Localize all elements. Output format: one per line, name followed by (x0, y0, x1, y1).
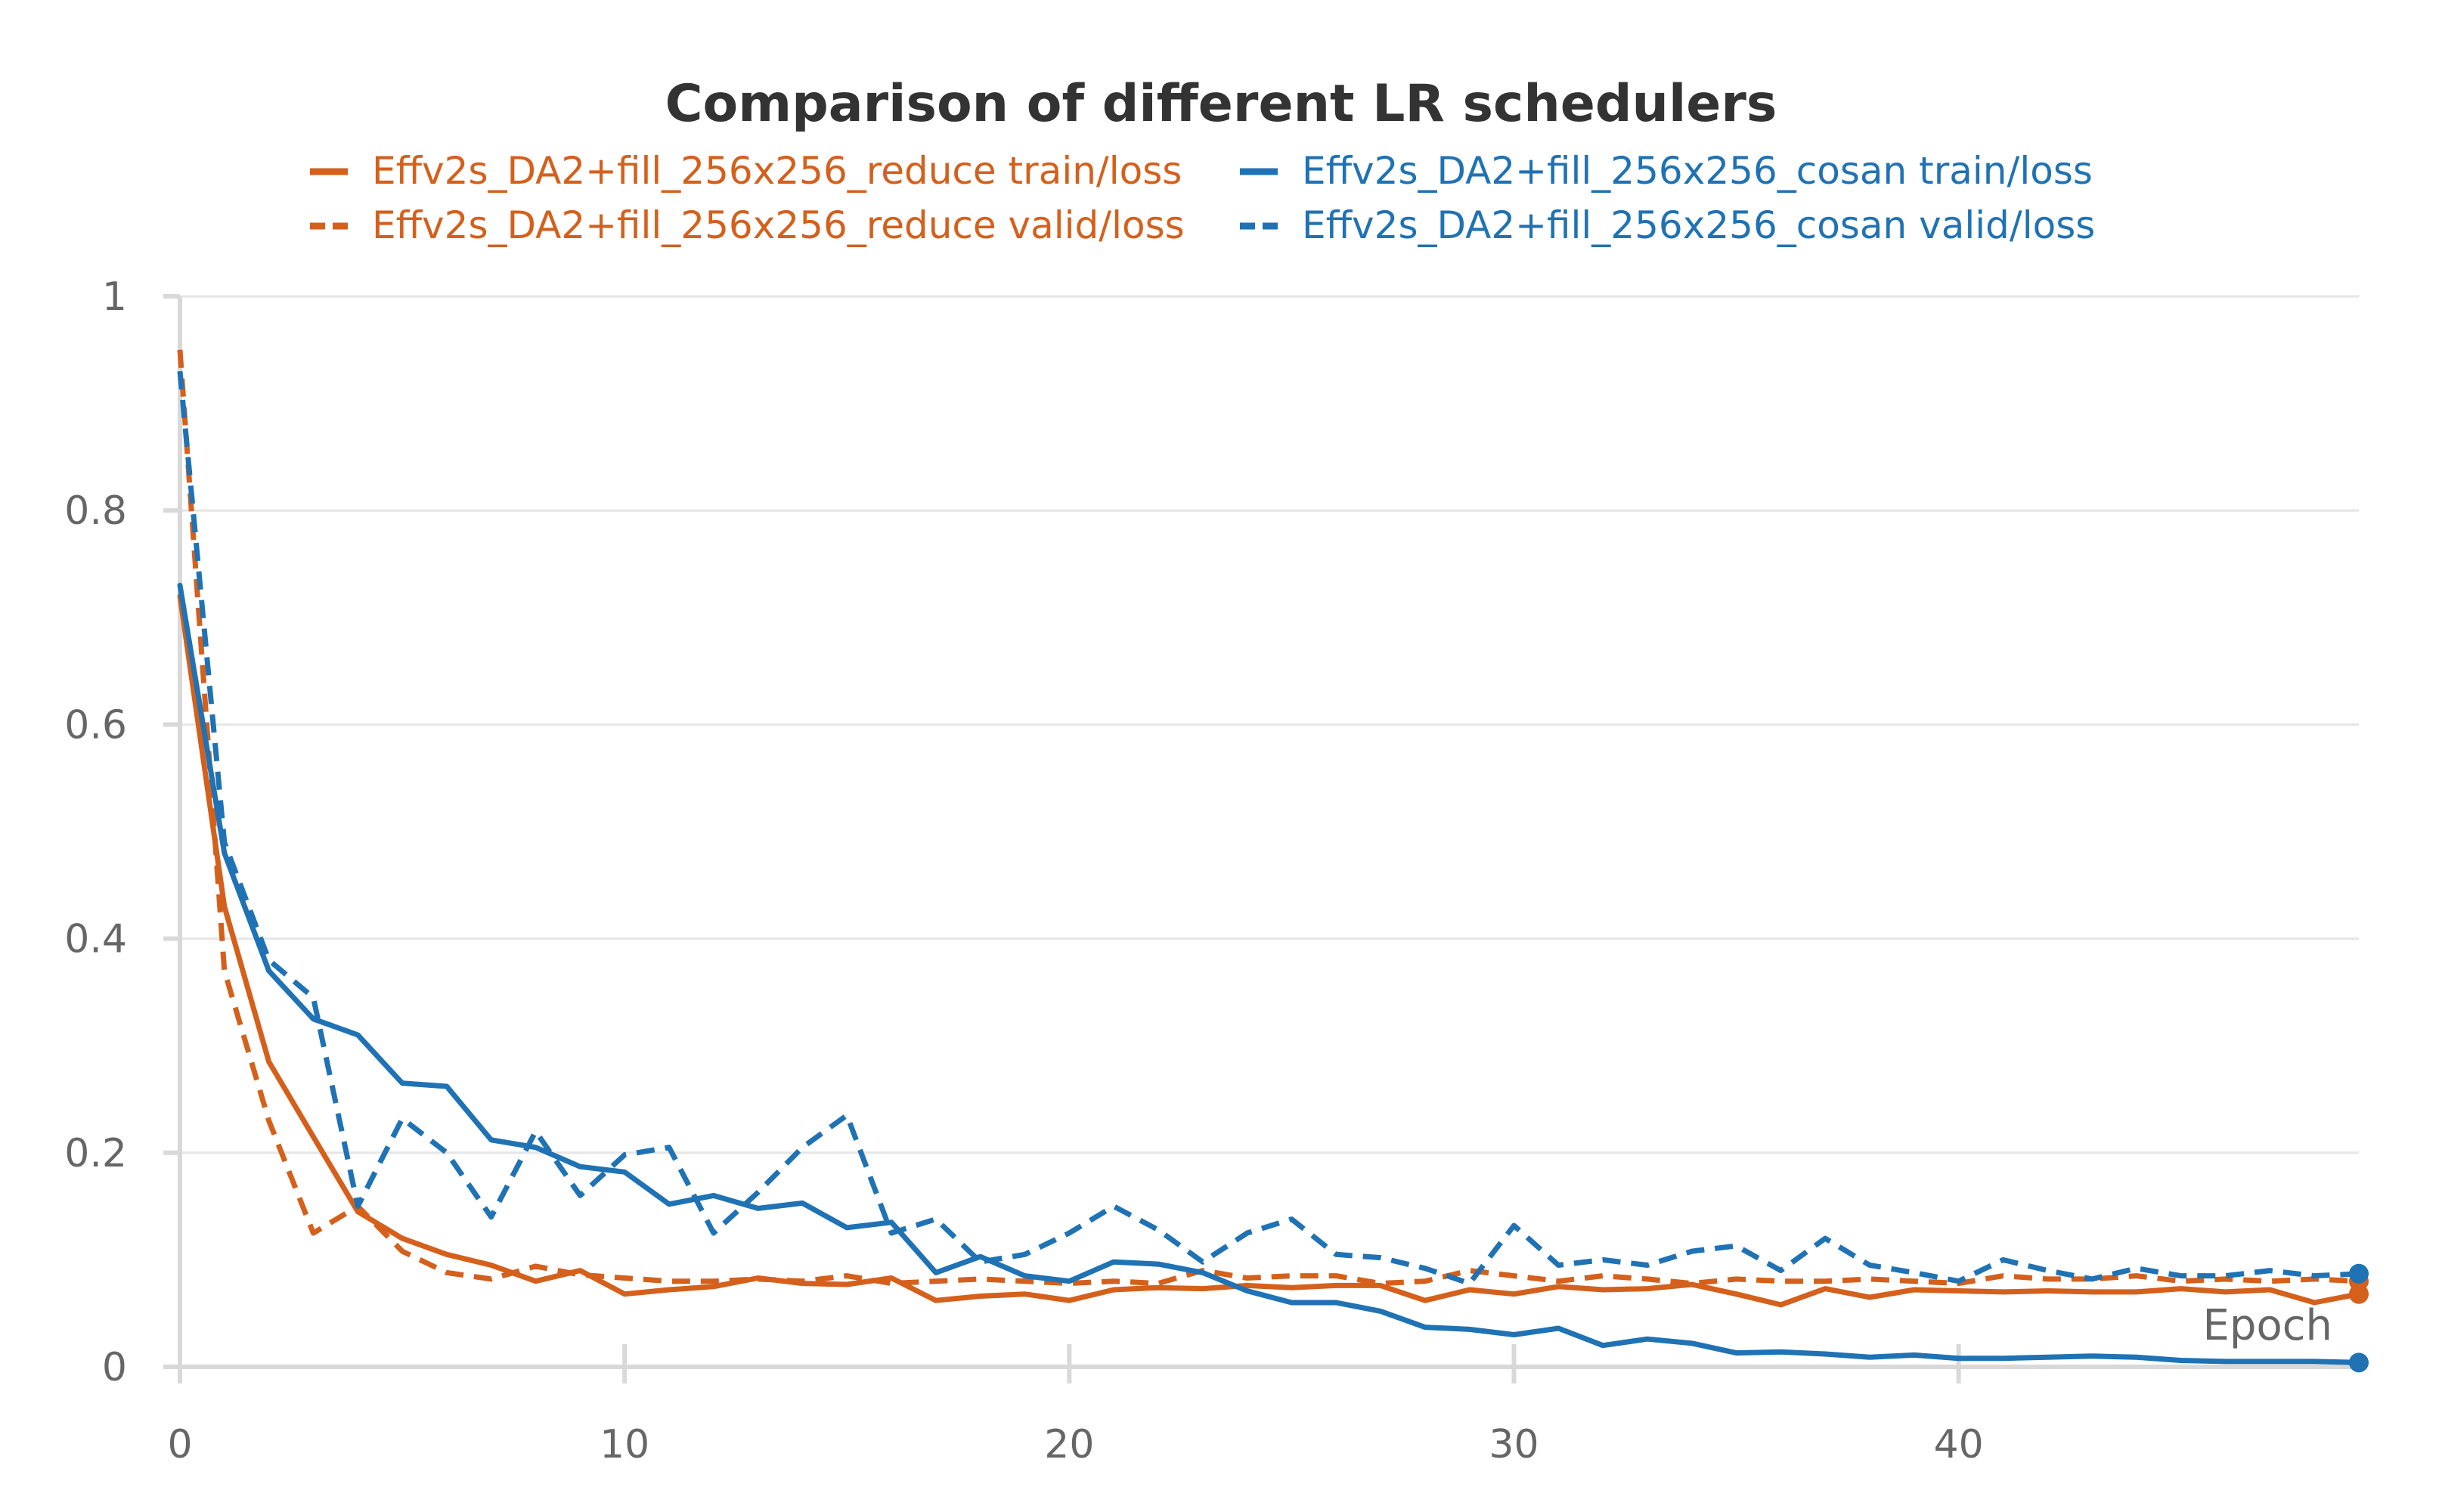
series-group (177, 349, 2369, 1373)
x-tick-label: 40 (1934, 1422, 1984, 1467)
legend-item[interactable]: Effv2s_DA2+fill_256x256_cosan train/loss (1240, 149, 2093, 193)
x-tick-label: 10 (600, 1422, 649, 1467)
chart-title: Comparison of different LR schedulers (665, 74, 1777, 134)
x-tick-label: 0 (167, 1422, 192, 1467)
y-tick-label: 0.4 (64, 917, 127, 962)
x-tick-label: 20 (1044, 1422, 1094, 1467)
legend-label: Effv2s_DA2+fill_256x256_reduce train/los… (372, 149, 1182, 193)
y-tick-label: 0.2 (64, 1131, 127, 1176)
axes: 00.20.40.60.810 10 20 30 40 (64, 274, 2359, 1467)
legend-item[interactable]: Effv2s_DA2+fill_256x256_cosan valid/loss (1240, 203, 2095, 247)
y-tick-label: 0.6 (64, 702, 127, 748)
y-tick-label: 1 (102, 274, 127, 320)
x-axis-label: Epoch (2203, 1301, 2332, 1350)
series-end-point (2349, 1352, 2369, 1373)
series-line-3 (177, 582, 2362, 1365)
legend-item[interactable]: Effv2s_DA2+fill_256x256_reduce train/los… (310, 149, 1182, 193)
x-tick-label: 30 (1489, 1422, 1539, 1467)
grid-lines (180, 295, 2359, 1154)
legend-item[interactable]: Effv2s_DA2+fill_256x256_reduce valid/los… (310, 203, 1185, 247)
legend: Effv2s_DA2+fill_256x256_reduce train/los… (310, 149, 2095, 247)
series-line-2 (177, 349, 2360, 1287)
series-end-point (2349, 1263, 2369, 1284)
series-line-1 (177, 593, 2362, 1308)
series-line-4 (177, 370, 2360, 1287)
y-tick-label: 0.8 (64, 488, 127, 534)
legend-label: Effv2s_DA2+fill_256x256_cosan train/loss (1302, 149, 2093, 193)
legend-label: Effv2s_DA2+fill_256x256_cosan valid/loss (1302, 203, 2095, 247)
legend-label: Effv2s_DA2+fill_256x256_reduce valid/los… (372, 203, 1185, 247)
y-tick-label: 0 (102, 1345, 127, 1390)
